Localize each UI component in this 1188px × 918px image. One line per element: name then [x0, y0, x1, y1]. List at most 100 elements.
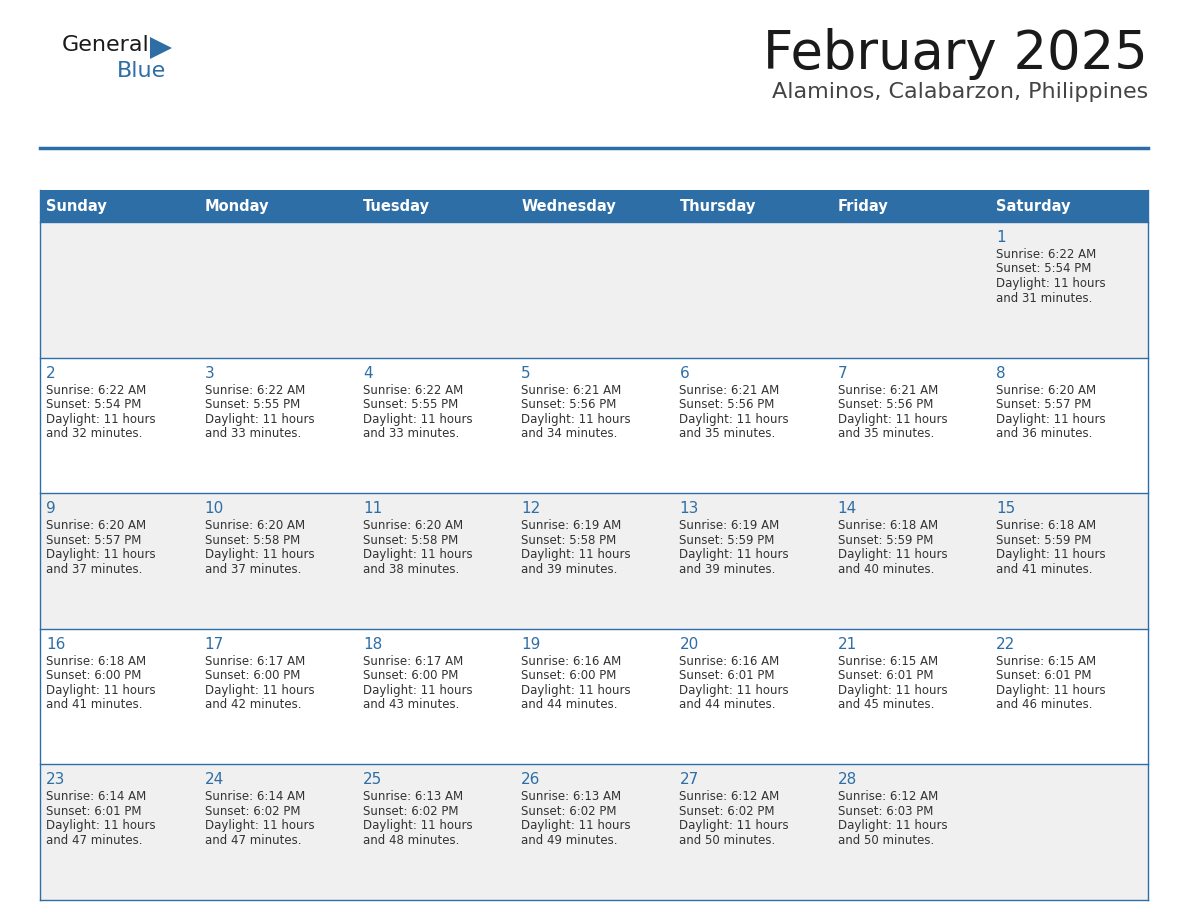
Text: Sunset: 5:56 PM: Sunset: 5:56 PM	[838, 398, 933, 411]
Bar	[40, 190, 198, 222]
Text: Sunset: 6:01 PM: Sunset: 6:01 PM	[996, 669, 1092, 682]
Polygon shape	[150, 37, 172, 59]
Text: Daylight: 11 hours: Daylight: 11 hours	[996, 548, 1106, 561]
Text: 2: 2	[46, 365, 56, 381]
Text: Sunset: 6:00 PM: Sunset: 6:00 PM	[204, 669, 301, 682]
Text: and 39 minutes.: and 39 minutes.	[680, 563, 776, 576]
Text: Daylight: 11 hours: Daylight: 11 hours	[996, 277, 1106, 290]
Bar	[40, 493, 198, 629]
Text: 10: 10	[204, 501, 223, 516]
Text: 6: 6	[680, 365, 689, 381]
Text: and 42 minutes.: and 42 minutes.	[204, 699, 301, 711]
Text: Daylight: 11 hours: Daylight: 11 hours	[204, 412, 315, 426]
Bar	[356, 358, 514, 493]
Text: Sunset: 5:59 PM: Sunset: 5:59 PM	[996, 533, 1092, 547]
Text: 26: 26	[522, 772, 541, 788]
Text: Sunrise: 6:21 AM: Sunrise: 6:21 AM	[838, 384, 939, 397]
Text: and 38 minutes.: and 38 minutes.	[362, 563, 459, 576]
Text: 17: 17	[204, 637, 223, 652]
Text: Sunset: 6:01 PM: Sunset: 6:01 PM	[838, 669, 934, 682]
Text: Daylight: 11 hours: Daylight: 11 hours	[362, 684, 473, 697]
Bar	[674, 765, 832, 900]
Text: Sunrise: 6:16 AM: Sunrise: 6:16 AM	[522, 655, 621, 667]
Text: and 35 minutes.: and 35 minutes.	[680, 427, 776, 440]
Text: 7: 7	[838, 365, 847, 381]
Bar	[990, 765, 1148, 900]
Bar	[514, 358, 674, 493]
Text: Daylight: 11 hours: Daylight: 11 hours	[522, 684, 631, 697]
Bar	[198, 765, 356, 900]
Bar	[990, 493, 1148, 629]
Text: and 49 minutes.: and 49 minutes.	[522, 834, 618, 847]
Bar	[832, 765, 990, 900]
Bar	[514, 222, 674, 358]
Text: Tuesday: Tuesday	[362, 198, 430, 214]
Text: and 39 minutes.: and 39 minutes.	[522, 563, 618, 576]
Text: 16: 16	[46, 637, 65, 652]
Text: and 41 minutes.: and 41 minutes.	[996, 563, 1093, 576]
Bar	[198, 629, 356, 765]
Text: Sunrise: 6:17 AM: Sunrise: 6:17 AM	[362, 655, 463, 667]
Text: Sunset: 6:00 PM: Sunset: 6:00 PM	[46, 669, 141, 682]
Text: and 44 minutes.: and 44 minutes.	[522, 699, 618, 711]
Text: Sunset: 6:00 PM: Sunset: 6:00 PM	[522, 669, 617, 682]
Text: Sunrise: 6:21 AM: Sunrise: 6:21 AM	[522, 384, 621, 397]
Text: Daylight: 11 hours: Daylight: 11 hours	[46, 548, 156, 561]
Text: and 48 minutes.: and 48 minutes.	[362, 834, 460, 847]
Text: Daylight: 11 hours: Daylight: 11 hours	[838, 412, 947, 426]
Text: Daylight: 11 hours: Daylight: 11 hours	[362, 412, 473, 426]
Text: Sunset: 6:03 PM: Sunset: 6:03 PM	[838, 805, 933, 818]
Text: Sunday: Sunday	[46, 198, 107, 214]
Text: Alaminos, Calabarzon, Philippines: Alaminos, Calabarzon, Philippines	[772, 82, 1148, 102]
Bar	[40, 358, 198, 493]
Text: 22: 22	[996, 637, 1016, 652]
Text: 28: 28	[838, 772, 857, 788]
Text: Daylight: 11 hours: Daylight: 11 hours	[680, 684, 789, 697]
Text: Saturday: Saturday	[996, 198, 1070, 214]
Text: Sunset: 6:00 PM: Sunset: 6:00 PM	[362, 669, 459, 682]
Text: Sunrise: 6:16 AM: Sunrise: 6:16 AM	[680, 655, 779, 667]
Text: Sunset: 6:02 PM: Sunset: 6:02 PM	[204, 805, 301, 818]
Text: and 41 minutes.: and 41 minutes.	[46, 699, 143, 711]
Bar	[674, 629, 832, 765]
Bar	[832, 222, 990, 358]
Text: Sunset: 5:57 PM: Sunset: 5:57 PM	[46, 533, 141, 547]
Text: Sunset: 5:55 PM: Sunset: 5:55 PM	[362, 398, 459, 411]
Text: Sunrise: 6:22 AM: Sunrise: 6:22 AM	[46, 384, 146, 397]
Text: and 50 minutes.: and 50 minutes.	[680, 834, 776, 847]
Text: 20: 20	[680, 637, 699, 652]
Text: and 34 minutes.: and 34 minutes.	[522, 427, 618, 440]
Text: General: General	[62, 35, 150, 55]
Text: Sunrise: 6:17 AM: Sunrise: 6:17 AM	[204, 655, 305, 667]
Text: 8: 8	[996, 365, 1006, 381]
Text: Monday: Monday	[204, 198, 270, 214]
Text: Daylight: 11 hours: Daylight: 11 hours	[838, 684, 947, 697]
Text: Sunrise: 6:20 AM: Sunrise: 6:20 AM	[46, 520, 146, 532]
Text: 24: 24	[204, 772, 223, 788]
Text: and 40 minutes.: and 40 minutes.	[838, 563, 934, 576]
Text: Daylight: 11 hours: Daylight: 11 hours	[362, 820, 473, 833]
Text: Sunrise: 6:20 AM: Sunrise: 6:20 AM	[996, 384, 1097, 397]
Text: Sunset: 6:02 PM: Sunset: 6:02 PM	[362, 805, 459, 818]
Text: 9: 9	[46, 501, 56, 516]
Text: Sunrise: 6:12 AM: Sunrise: 6:12 AM	[680, 790, 779, 803]
Text: 14: 14	[838, 501, 857, 516]
Text: Sunrise: 6:13 AM: Sunrise: 6:13 AM	[362, 790, 463, 803]
Text: Sunset: 5:55 PM: Sunset: 5:55 PM	[204, 398, 299, 411]
Bar	[198, 190, 356, 222]
Bar	[514, 629, 674, 765]
Bar	[356, 222, 514, 358]
Text: 19: 19	[522, 637, 541, 652]
Bar	[674, 493, 832, 629]
Text: Sunset: 5:54 PM: Sunset: 5:54 PM	[996, 263, 1092, 275]
Text: 27: 27	[680, 772, 699, 788]
Text: Sunset: 6:01 PM: Sunset: 6:01 PM	[680, 669, 775, 682]
Bar	[990, 190, 1148, 222]
Bar	[40, 222, 198, 358]
Bar	[990, 629, 1148, 765]
Text: Sunset: 5:56 PM: Sunset: 5:56 PM	[680, 398, 775, 411]
Text: Sunrise: 6:20 AM: Sunrise: 6:20 AM	[204, 520, 305, 532]
Text: February 2025: February 2025	[763, 28, 1148, 80]
Text: 15: 15	[996, 501, 1016, 516]
Text: Thursday: Thursday	[680, 198, 756, 214]
